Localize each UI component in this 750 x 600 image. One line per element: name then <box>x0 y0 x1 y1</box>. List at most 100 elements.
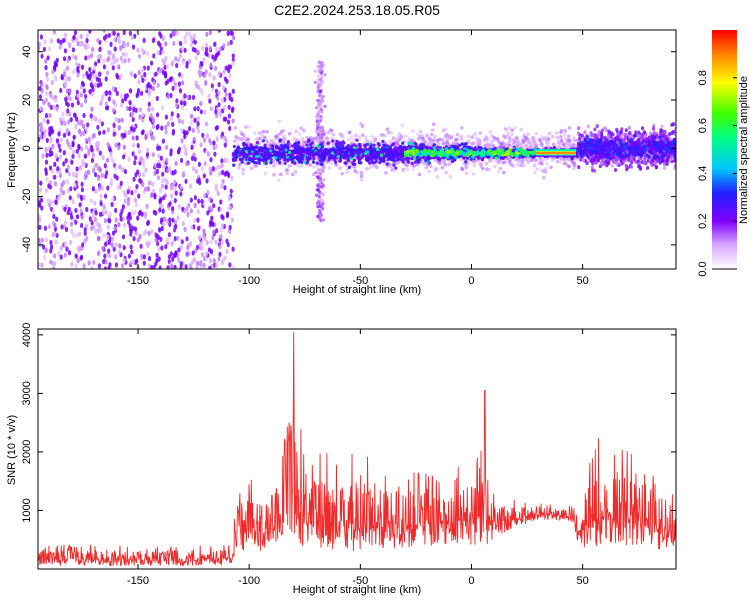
spectrogram-cell <box>194 168 198 175</box>
spectrogram-cell <box>386 154 390 158</box>
spectrogram-cell <box>447 162 452 167</box>
spectrogram-cell <box>170 264 174 269</box>
spectrogram-cell <box>82 88 86 94</box>
spectrogram-cell <box>208 205 212 211</box>
spectrogram-cell <box>161 49 165 55</box>
spectrogram-cell <box>555 131 559 135</box>
spectrogram-cell <box>199 259 203 265</box>
spectrogram-cell <box>212 203 216 209</box>
spectrogram-cell <box>317 168 321 172</box>
spectrogram-cell <box>407 144 411 148</box>
spectrogram-cell <box>464 165 469 170</box>
spectrogram-cell <box>102 30 106 33</box>
spectrogram-cell <box>392 142 396 146</box>
spectrogram-cell <box>92 259 96 265</box>
spectrogram-cell <box>147 107 151 113</box>
spectrogram-cell <box>228 92 232 98</box>
spectrogram-cell <box>191 94 196 100</box>
spectrogram-cell <box>309 143 313 147</box>
spectrogram-cell <box>444 134 448 138</box>
spectrogram-cell <box>104 241 108 247</box>
spectrogram-cell <box>78 231 82 237</box>
spectrogram-cell <box>338 158 342 163</box>
spectrogram-cell <box>405 167 410 172</box>
spectrogram-cell <box>250 150 254 154</box>
spectrogram-cell <box>480 156 484 160</box>
spectrogram-cell <box>156 234 160 240</box>
spectrogram-cell <box>100 121 104 127</box>
spectrogram-cell <box>97 118 102 124</box>
spectrogram-cell <box>206 190 210 196</box>
spectrogram-cell <box>436 142 441 146</box>
spectrogram-cell <box>38 187 43 193</box>
spectrogram-cell <box>357 142 362 146</box>
spectrogram-cell <box>43 39 47 45</box>
spectrogram-cell <box>473 148 477 152</box>
spectrogram-cell <box>386 130 391 135</box>
spectrogram-cell <box>128 106 132 112</box>
spectrogram-cell <box>170 241 174 247</box>
spectrogram-cell <box>179 244 183 250</box>
spectrogram-cell <box>197 161 201 167</box>
spectrogram-cell <box>476 155 481 159</box>
spectrogram-cell <box>161 183 165 189</box>
spectrogram-cell <box>285 171 290 176</box>
spectrogram-cell <box>236 142 240 147</box>
spectrogram-cell <box>316 183 320 187</box>
spectrogram-cell <box>342 150 346 154</box>
spectrogram-cell <box>89 113 93 119</box>
spectrogram-cell <box>432 146 436 150</box>
spectrogram-cell <box>179 127 184 133</box>
spectrogram-cell <box>405 163 409 168</box>
spectrogram-cell <box>110 60 114 67</box>
spectrogram-cell <box>378 161 382 165</box>
spectrogram-cell <box>49 92 53 98</box>
spectrogram-cell <box>376 153 380 157</box>
spectrogram-cell <box>133 226 138 232</box>
spectrogram-cell <box>496 169 501 174</box>
spectrogram-cell <box>106 127 110 133</box>
spectrogram-cell <box>320 127 324 131</box>
spectrogram-cell <box>108 211 112 217</box>
spectrogram-cell <box>203 73 207 79</box>
spectrogram-cell <box>190 144 194 150</box>
spectrogram-cell <box>59 245 63 251</box>
spectrogram-cell <box>105 70 110 76</box>
spectrogram-cell <box>276 178 281 182</box>
spectrogram-cell <box>205 133 209 139</box>
spectrogram-cell <box>323 73 327 77</box>
spectrogram-cell <box>359 178 364 182</box>
spectrogram-cell <box>123 133 127 139</box>
spectrogram-cell <box>286 146 290 150</box>
spectrogram-cell <box>90 84 94 90</box>
spectrogram-cell <box>227 67 231 74</box>
spectrogram-cell <box>82 194 86 201</box>
spectrogram-cell <box>507 159 512 164</box>
spectrogram-cell <box>472 163 477 168</box>
spectrogram-cell <box>207 151 211 157</box>
spectrogram-cell <box>228 64 233 70</box>
spectrogram-cell <box>158 265 162 269</box>
spectrogram-cell <box>229 188 233 194</box>
spectrogram-cell <box>233 126 238 130</box>
spectrogram-cell <box>185 31 189 37</box>
spectrogram-cell <box>106 252 111 258</box>
spectrogram-cell <box>572 135 576 140</box>
spectrogram-cell <box>304 140 308 145</box>
spectrogram-cell <box>121 51 125 57</box>
spectrogram-cell <box>312 165 316 169</box>
spectrogram-cell <box>71 153 75 159</box>
spectrogram-cell <box>496 136 500 141</box>
spectrogram-cell <box>104 105 109 111</box>
spectrogram-cell <box>126 200 130 206</box>
spectrogram-cell <box>102 210 106 216</box>
spectrogram-cell <box>218 251 222 257</box>
spectrogram-cell <box>195 83 199 89</box>
spectrogram-cell <box>302 128 306 133</box>
spectrogram-cell <box>230 30 234 36</box>
spectrogram-cell <box>267 152 271 157</box>
spectrogram-cell <box>508 138 512 143</box>
spectrogram-cell <box>396 158 400 162</box>
spectrogram-cell <box>199 101 203 107</box>
spectrogram-cell <box>109 41 113 48</box>
